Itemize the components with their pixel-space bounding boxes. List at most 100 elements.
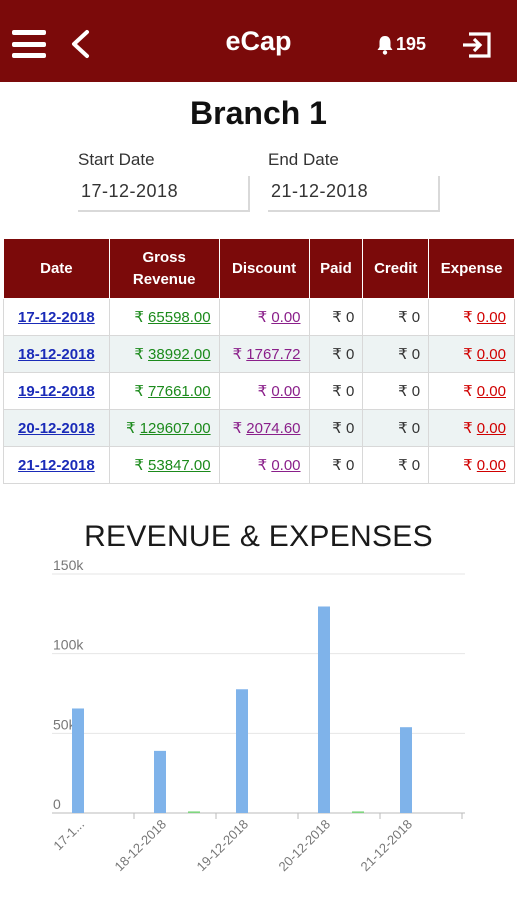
currency-symbol: ₹ [332,383,342,400]
row-discount-cell[interactable]: ₹ 0.00 [218,372,310,410]
row-credit-cell: ₹ 0 [362,335,430,373]
row-expense-cell[interactable]: ₹ 0.00 [428,335,515,373]
end-date-field[interactable]: 21-12-2018 [268,176,440,212]
row-revenue-link[interactable]: 77661.00 [148,383,211,400]
row-date-cell[interactable]: 21-12-2018 [3,446,110,484]
row-date-cell[interactable]: 20-12-2018 [3,409,110,447]
col-header-credit: Credit [362,238,430,299]
currency-symbol: ₹ [463,383,473,400]
row-discount-cell[interactable]: ₹ 1767.72 [218,335,310,373]
row-discount-link[interactable]: 0.00 [271,457,301,474]
row-paid-cell: ₹ 0 [308,372,364,410]
start-date-label: Start Date [78,150,155,169]
row-date-cell[interactable]: 19-12-2018 [3,372,110,410]
y-tick-label: 0 [53,796,61,812]
currency-symbol: ₹ [463,346,473,363]
row-discount-link[interactable]: 0.00 [271,383,301,400]
currency-symbol: ₹ [126,420,136,437]
row-discount-cell[interactable]: ₹ 2074.60 [218,409,310,447]
row-discount-link[interactable]: 2074.60 [246,420,301,437]
x-tick-label: 19-12-2018 [193,817,251,875]
col-header-date: Date [3,238,110,299]
row-discount-cell[interactable]: ₹ 0.00 [218,446,310,484]
back-arrow-icon[interactable] [68,29,92,59]
currency-symbol: ₹ [332,346,342,363]
row-date-link[interactable]: 20-12-2018 [18,419,95,437]
currency-symbol: ₹ [332,420,342,437]
row-revenue-cell[interactable]: ₹ 38992.00 [108,335,220,373]
y-tick-label: 50k [53,716,77,732]
currency-symbol: ₹ [257,383,268,400]
row-revenue-link[interactable]: 53847.00 [148,457,211,474]
x-tick-label: 18-12-2018 [111,817,169,875]
currency-symbol: ₹ [134,383,144,400]
table-row: 19-12-2018 ₹ 77661.00 ₹ 0.00 ₹ 0 ₹ 0 ₹ 0.00 [3,372,515,410]
row-revenue-cell[interactable]: ₹ 129607.00 [108,409,220,447]
currency-symbol: ₹ [398,457,408,474]
x-tick-label: 17-1... [50,817,87,854]
row-expense-link[interactable]: 0.00 [476,457,506,474]
notification-count: 195 [396,34,427,54]
bar-secondary [188,811,200,813]
y-tick-label: 100k [53,637,84,653]
row-date-link[interactable]: 18-12-2018 [18,345,95,363]
x-tick-label: 20-12-2018 [275,817,333,875]
row-revenue-cell[interactable]: ₹ 53847.00 [108,446,220,484]
y-tick-label: 150k [53,560,84,573]
row-expense-cell[interactable]: ₹ 0.00 [428,298,515,336]
row-expense-link[interactable]: 0.00 [476,346,506,363]
row-expense-cell[interactable]: ₹ 0.00 [428,372,515,410]
row-paid-cell: ₹ 0 [308,446,364,484]
row-expense-cell[interactable]: ₹ 0.00 [428,409,515,447]
row-revenue-link[interactable]: 129607.00 [139,420,211,437]
row-revenue-cell[interactable]: ₹ 65598.00 [108,298,220,336]
col-header-gross-revenue: Gross Revenue [108,238,220,299]
bar-revenue [400,727,412,813]
row-date-link[interactable]: 19-12-2018 [18,382,95,400]
currency-symbol: ₹ [463,309,473,326]
start-date-block: Start Date 17-12-2018 [78,150,250,212]
row-date-link[interactable]: 21-12-2018 [18,456,95,474]
row-paid-cell: ₹ 0 [308,335,364,373]
bar-revenue [236,689,248,813]
currency-symbol: ₹ [134,346,144,363]
row-expense-cell[interactable]: ₹ 0.00 [428,446,515,484]
row-discount-cell[interactable]: ₹ 0.00 [218,298,310,336]
row-credit-cell: ₹ 0 [362,409,430,447]
row-revenue-link[interactable]: 65598.00 [148,309,211,326]
menu-icon[interactable] [12,30,46,58]
currency-symbol: ₹ [463,457,473,474]
row-date-cell[interactable]: 17-12-2018 [3,298,110,336]
col-header-discount: Discount [218,238,310,299]
col-header-expense: Expense [428,238,515,299]
logout-icon[interactable] [461,31,493,59]
table-header-row: Date Gross Revenue Discount Paid Credit … [3,238,515,299]
row-expense-link[interactable]: 0.00 [476,383,506,400]
table-row: 18-12-2018 ₹ 38992.00 ₹ 1767.72 ₹ 0 ₹ 0 ₹ 0.0… [3,335,515,373]
currency-symbol: ₹ [134,457,144,474]
currency-symbol: ₹ [398,346,408,363]
x-tick-label: 21-12-2018 [357,817,415,875]
end-date-label: End Date [268,150,339,169]
row-revenue-link[interactable]: 38992.00 [148,346,211,363]
row-paid-cell: ₹ 0 [308,298,364,336]
currency-symbol: ₹ [232,420,243,437]
chart-title: REVENUE & EXPENSES [84,520,433,553]
row-discount-link[interactable]: 0.00 [271,309,301,326]
bar-revenue [318,606,330,813]
start-date-field[interactable]: 17-12-2018 [78,176,250,212]
row-date-link[interactable]: 17-12-2018 [18,308,95,326]
row-date-cell[interactable]: 18-12-2018 [3,335,110,373]
row-revenue-cell[interactable]: ₹ 77661.00 [108,372,220,410]
currency-symbol: ₹ [232,346,243,363]
currency-symbol: ₹ [398,383,408,400]
row-discount-link[interactable]: 1767.72 [246,346,301,363]
currency-symbol: ₹ [332,457,342,474]
notifications-button[interactable]: 195 [376,34,426,55]
row-expense-link[interactable]: 0.00 [476,420,506,437]
table-row: 20-12-2018 ₹ 129607.00 ₹ 2074.60 ₹ 0 ₹ 0 ₹ 0.… [3,409,515,447]
row-expense-link[interactable]: 0.00 [476,309,506,326]
currency-symbol: ₹ [332,309,342,326]
table-row: 21-12-2018 ₹ 53847.00 ₹ 0.00 ₹ 0 ₹ 0 ₹ 0.00 [3,446,515,484]
